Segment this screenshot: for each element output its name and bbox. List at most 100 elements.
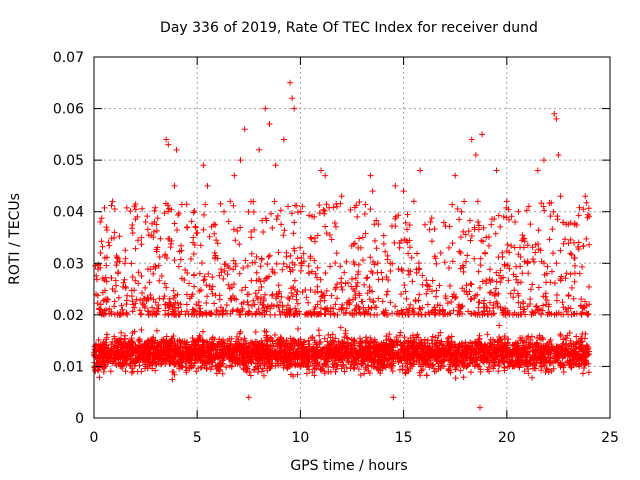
data-point [486, 307, 493, 314]
data-point [113, 282, 120, 289]
data-point [367, 172, 374, 179]
data-point [495, 212, 502, 219]
data-point [551, 280, 558, 287]
data-point [230, 226, 237, 233]
data-point [306, 349, 313, 356]
data-point [248, 277, 255, 284]
data-point [252, 328, 259, 335]
data-point [529, 374, 536, 381]
data-point [302, 346, 309, 353]
data-point [578, 311, 585, 318]
data-point [192, 350, 199, 357]
data-point [270, 353, 277, 360]
data-point [291, 245, 298, 252]
data-point [200, 226, 207, 233]
data-point [335, 357, 342, 364]
data-point [511, 287, 518, 294]
data-point [228, 350, 235, 357]
data-point [165, 208, 172, 215]
data-point [353, 302, 360, 309]
data-point [579, 263, 586, 270]
data-point [515, 208, 522, 215]
data-point [560, 353, 567, 360]
data-point [103, 336, 110, 343]
data-point [560, 240, 567, 247]
data-point [389, 353, 396, 360]
data-point [245, 359, 252, 366]
data-point [439, 308, 446, 315]
data-point [163, 136, 170, 143]
data-point [332, 223, 339, 230]
data-point [469, 343, 476, 350]
data-point [351, 240, 358, 247]
data-point [448, 298, 455, 305]
data-point [156, 295, 163, 302]
data-point [191, 271, 198, 278]
data-point [289, 362, 296, 369]
data-point [251, 301, 258, 308]
data-point [406, 244, 413, 251]
data-point [501, 335, 508, 342]
data-point [401, 236, 408, 243]
data-point [567, 250, 574, 257]
data-point [246, 310, 253, 317]
data-point [260, 229, 267, 236]
data-point [245, 394, 252, 401]
data-point [132, 245, 139, 252]
data-point [433, 293, 440, 300]
data-point [351, 288, 358, 295]
data-point [324, 358, 331, 365]
data-point [129, 221, 136, 228]
data-point [119, 306, 126, 313]
data-point [153, 227, 160, 234]
data-point [178, 275, 185, 282]
data-point [204, 182, 211, 189]
data-point [94, 367, 101, 374]
data-point [318, 366, 325, 373]
data-point [162, 252, 169, 259]
data-point [457, 265, 464, 272]
data-point [214, 240, 221, 247]
data-point [318, 367, 325, 374]
data-point [94, 300, 101, 307]
data-point [271, 198, 278, 205]
data-point [203, 282, 210, 289]
data-point [540, 293, 547, 300]
data-point [543, 342, 550, 349]
data-point [297, 267, 304, 274]
data-point [355, 244, 362, 251]
data-point [191, 207, 198, 214]
data-point [546, 310, 553, 317]
data-point [362, 201, 369, 208]
data-point [152, 345, 159, 352]
data-point [311, 372, 318, 379]
data-point [454, 311, 461, 318]
data-point [493, 167, 500, 174]
data-point [339, 286, 346, 293]
data-point [529, 365, 536, 372]
data-point [267, 334, 274, 341]
data-point [316, 202, 323, 209]
data-point [360, 358, 367, 365]
data-point [291, 277, 298, 284]
data-point [583, 235, 590, 242]
data-point [375, 221, 382, 228]
data-point [129, 359, 136, 366]
data-point [290, 284, 297, 291]
data-point [139, 289, 146, 296]
data-point [138, 234, 145, 241]
data-point [449, 201, 456, 208]
data-point [543, 365, 550, 372]
data-point [439, 345, 446, 352]
data-point [315, 327, 322, 334]
data-point [114, 347, 121, 354]
data-point [291, 105, 298, 112]
data-point [173, 146, 180, 153]
data-point [417, 363, 424, 370]
data-point [111, 303, 118, 310]
data-point [198, 346, 205, 353]
data-point [311, 311, 318, 318]
data-point [417, 372, 424, 379]
data-point [272, 162, 279, 169]
data-point [283, 340, 290, 347]
